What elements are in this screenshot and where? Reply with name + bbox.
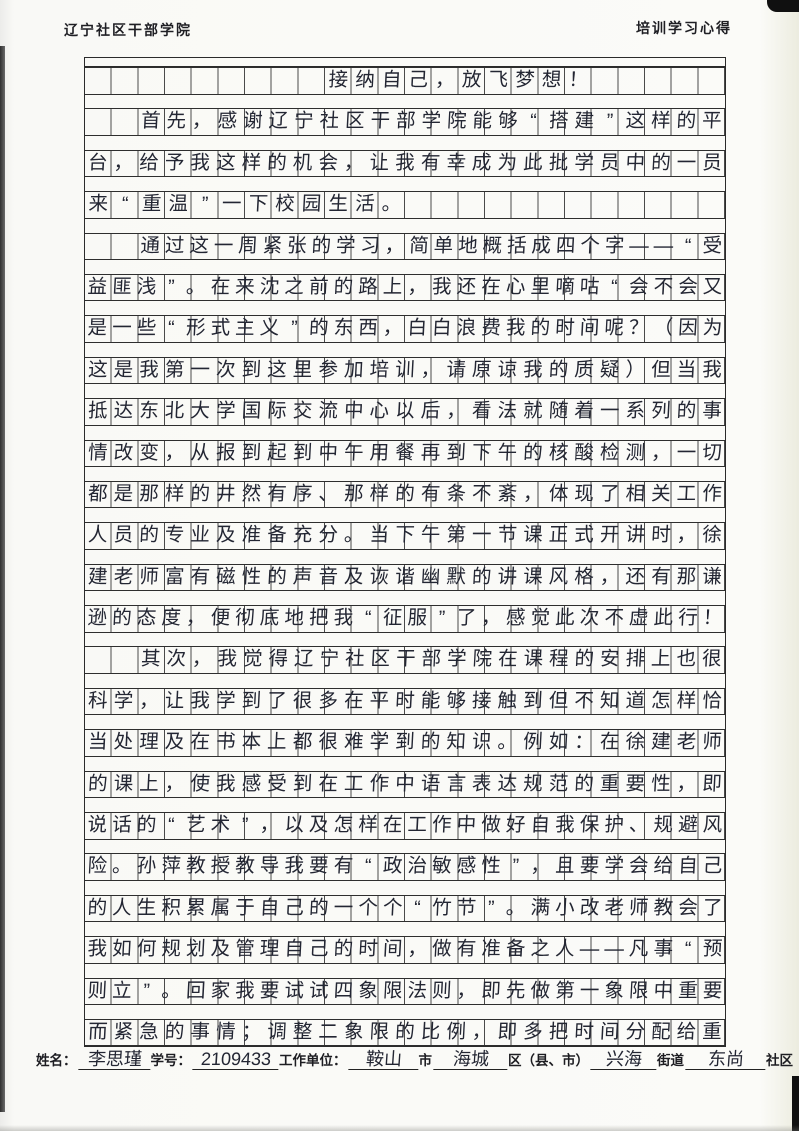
- handwritten-line: 其次，我觉得辽宁社区干部学院在课程的安排上也很: [140, 648, 723, 671]
- handwritten-line: 这是我第一次到这里参加培训，请原谅我的质疑）但当我: [87, 358, 723, 381]
- grid-row: 人员的专业及准备充分。当下午第一节课正式开讲时，徐: [85, 522, 725, 550]
- handwritten-line: 的课上，使我感受到在工作中语言表达规范的重要性，即: [87, 772, 723, 795]
- handwritten-line: 情改变，从报到起到中午用餐再到下午的核酸检测，一切: [87, 441, 723, 464]
- grid-row: 来 “重温” 一下校园生活。: [85, 191, 725, 219]
- handwritten-line: 而紧急的事情；调整二象限的比例，即多把时间分配给重: [87, 1020, 723, 1043]
- name-label: 姓名：: [36, 1053, 77, 1068]
- grid-row: 益匪浅”。在来沈之前的路上，我还在心里嘀咕 “会不会又: [85, 273, 725, 302]
- city-value: 鞍山: [347, 1049, 420, 1070]
- scan-smudge-bottom: [0, 1125, 799, 1131]
- grid-cells: [85, 440, 725, 467]
- handwritten-line: 都是那样的井然有序、那样的有条不紊，体现了相关工作: [87, 482, 723, 505]
- handwritten-line: 建老师富有磁性的声音及诙谐幽默的讲课风格，还有那谦: [87, 565, 723, 588]
- handwritten-line: 台，给予我这样的机会，让我有幸成为此批学员中的一员: [87, 151, 723, 174]
- grid-cells: [85, 606, 725, 632]
- grid-row: 我如何规划及管理自己的时间，做有准备之人 — — 凡事 “预: [85, 936, 725, 964]
- grid-cells: [85, 399, 725, 425]
- handwritten-line: 科学，让我学到了很多在平时能够接触到但不知道怎样恰: [87, 689, 723, 712]
- handwritten-line: 来 “重温” 一下校园生活。: [88, 193, 402, 216]
- grid-cells: [85, 109, 725, 135]
- grid-row: 的人生积累属于自己的一个个 “竹节”。满小改老师教会了: [85, 894, 725, 923]
- district-suffix: 区（县、市）: [508, 1053, 589, 1068]
- header-doc-type: 培训学习心得: [636, 22, 732, 37]
- scan-edge-artifact-bottom-right: [792, 1076, 799, 1131]
- grid-row: 首先，感谢辽宁社区干部学院能够 “搭建” 这样的平: [85, 108, 725, 136]
- community-value: 东尚: [685, 1049, 767, 1070]
- street-suffix: 街道: [657, 1053, 684, 1068]
- handwritten-line: 险。孙萍教授教导我要有 “政治敏感性”，且要学会给自己: [87, 855, 723, 878]
- grid-row: 说话的 “艺术”，以及怎样在工作中做好自我保护、规避风: [85, 812, 725, 840]
- grid-cells: [85, 937, 725, 963]
- city-suffix: 市: [418, 1053, 433, 1068]
- handwritten-line: 当处理及在书本上都很难学到的知识。例如：在徐建老师: [87, 731, 723, 754]
- footer-info-line: 姓名： 李思瑾 学号： 2109433 工作单位： 鞍山 市 海城 区（县、市）…: [36, 1049, 793, 1070]
- grid-cells: [85, 688, 725, 715]
- grid-cells: [85, 771, 725, 798]
- grid-row: 都是那样的井然有序、那样的有条不紊，体现了相关工作: [85, 480, 725, 509]
- student-id-label: 学号：: [150, 1053, 192, 1068]
- grid-row: 其次，我觉得辽宁社区干部学院在课程的安排上也很: [85, 646, 725, 674]
- grid-cells: [85, 357, 725, 384]
- scan-mark-top-right: [767, 0, 799, 12]
- grid-row: 科学，让我学到了很多在平时能够接触到但不知道怎样恰: [85, 687, 725, 716]
- grid-row: 则立”。回家我要试试四象限法则，即先做第一象限中重要: [85, 977, 725, 1006]
- grid-row: 抵达东北大学国际交流中心以后，看法就随着一系列的事: [85, 398, 725, 426]
- grid-row: 逊的态度，便彻底地把我 “征服” 了，感觉此次不虚此行！: [85, 605, 725, 633]
- grid-cells: [85, 316, 725, 342]
- district-value: 海城: [433, 1049, 509, 1070]
- grid-cells: [85, 647, 725, 673]
- grid-top-strip: [85, 58, 725, 67]
- grid-row: 是一些 “形式主义” 的东西，白白浪费我的时间呢？（因为: [85, 315, 725, 343]
- manuscript-grid: 接纳自己，放飞梦想！ 首先，感谢辽宁社区干部学院能够 “搭建” 这样的平台，给予我这样…: [84, 57, 726, 1048]
- handwritten-line: 的人生积累属于自己的一个个 “竹节”。满小改老师教会了: [87, 896, 723, 919]
- name-value: 李思瑾: [77, 1049, 152, 1070]
- grid-row: 建老师富有磁性的声音及诙谐幽默的讲课风格，还有那谦: [85, 563, 725, 592]
- handwritten-line: 通过这一周紧张的学习，简单地概括成四个字 — — “受: [140, 234, 723, 257]
- grid-row: 的课上，使我感受到在工作中语言表达规范的重要性，即: [85, 770, 725, 799]
- handwritten-line: 逊的态度，便彻底地把我 “征服” 了，感觉此次不虚此行！: [87, 607, 723, 630]
- street-value: 兴海: [590, 1049, 658, 1070]
- grid-cells: [85, 854, 725, 880]
- grid-cells: [85, 730, 725, 756]
- grid-cells: [85, 192, 725, 218]
- handwritten-line: 人员的专业及准备充分。当下午第一节课正式开讲时，徐: [87, 524, 723, 547]
- grid-row: 接纳自己，放飞梦想！: [85, 67, 725, 95]
- grid-cells: [85, 564, 725, 591]
- grid-cells: [85, 68, 725, 94]
- handwritten-line: 说话的 “艺术”，以及怎样在工作中做好自我保护、规避风: [87, 814, 723, 837]
- grid-cells: [85, 523, 725, 549]
- grid-cells: [85, 233, 725, 260]
- grid-row: 险。孙萍教授教导我要有 “政治敏感性”，且要学会给自己: [85, 853, 725, 881]
- handwritten-line: 抵达东北大学国际交流中心以后，看法就随着一系列的事: [87, 400, 723, 423]
- grid-row: 当处理及在书本上都很难学到的知识。例如：在徐建老师: [85, 729, 725, 757]
- grid-cells: [85, 895, 725, 922]
- grid-cells: [85, 813, 725, 839]
- grid-cells: [85, 1019, 725, 1046]
- handwritten-line: 则立”。回家我要试试四象限法则，即先做第一象限中重要: [87, 979, 723, 1002]
- grid-cells: [85, 150, 725, 177]
- grid-row: 这是我第一次到这里参加培训，请原谅我的质疑）但当我: [85, 356, 725, 385]
- grid-row: 台，给予我这样的机会，让我有幸成为此批学员中的一员: [85, 149, 725, 178]
- handwritten-line: 我如何规划及管理自己的时间，做有准备之人 — — 凡事 “预: [87, 938, 723, 961]
- student-id-value: 2109433: [192, 1049, 280, 1070]
- handwritten-line: 是一些 “形式主义” 的东西，白白浪费我的时间呢？（因为: [87, 317, 723, 340]
- work-unit-label: 工作单位：: [279, 1053, 347, 1068]
- handwritten-line: 接纳自己，放飞梦想！: [328, 69, 589, 91]
- grid-row: 通过这一周紧张的学习，简单地概括成四个字 — — “受: [85, 232, 725, 261]
- grid-row: 而紧急的事情；调整二象限的比例，即多把时间分配给重: [85, 1018, 725, 1047]
- grid-row: 情改变，从报到起到中午用餐再到下午的核酸检测，一切: [85, 439, 725, 468]
- header-school-name: 辽宁社区干部学院: [64, 24, 192, 39]
- community-suffix: 社区: [766, 1053, 793, 1068]
- scan-edge-artifact-left: [0, 46, 5, 1112]
- handwritten-line: 首先，感谢辽宁社区干部学院能够 “搭建” 这样的平: [140, 110, 723, 133]
- grid-cells: [85, 481, 725, 508]
- handwritten-line: 益匪浅”。在来沈之前的路上，我还在心里嘀咕 “会不会又: [87, 275, 723, 298]
- grid-cells: [85, 978, 725, 1005]
- grid-cells: [85, 274, 725, 301]
